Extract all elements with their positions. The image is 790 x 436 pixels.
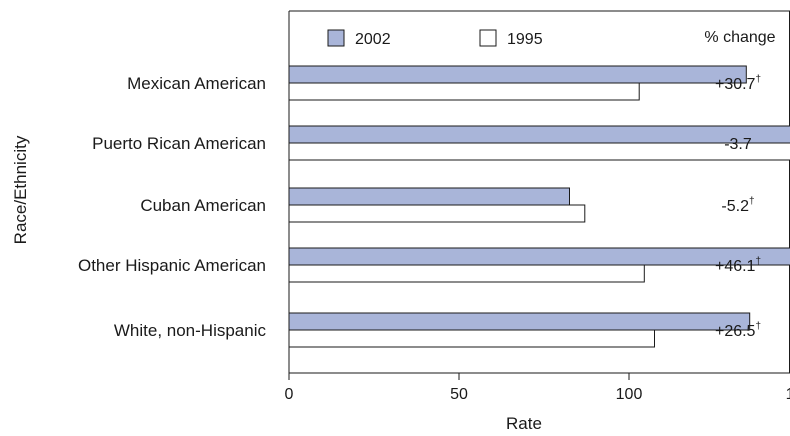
percent-change-value: -5.2† — [721, 196, 754, 215]
category-label: Puerto Rican American — [92, 134, 266, 153]
legend: 2002 1995 — [327, 29, 543, 48]
y-axis-title: Race/Ethnicity — [11, 135, 30, 244]
x-tick-label: 150 — [786, 386, 790, 403]
significance-marker: † — [755, 256, 761, 267]
percent-change-value: +30.7† — [715, 74, 761, 93]
percent-change-value: +26.5† — [715, 321, 761, 340]
legend-label-1995: 1995 — [507, 31, 543, 48]
percent-change-value: +46.1† — [715, 256, 761, 275]
bar-1995-other-hispanic-american — [288, 264, 645, 283]
bar-1995-cuban-american — [288, 204, 586, 223]
significance-marker: † — [749, 196, 755, 207]
percent-change-value: -3.7 — [724, 136, 752, 153]
legend-swatch-2002 — [327, 29, 345, 47]
bars-group — [288, 65, 790, 348]
percent-change-header: % change — [704, 29, 775, 46]
bar-2002-mexican-american — [288, 65, 747, 84]
bar-1995-mexican-american — [288, 82, 640, 101]
significance-marker: † — [755, 74, 761, 85]
bar-1995-white-non-hispanic — [288, 329, 655, 348]
x-tick-label: 50 — [450, 386, 468, 403]
category-label: Other Hispanic American — [78, 256, 266, 275]
category-label: White, non-Hispanic — [114, 321, 267, 340]
x-tick-label: 0 — [285, 386, 294, 403]
category-label: Cuban American — [140, 196, 266, 215]
percent-change-column: % change +30.7† -3.7 -5.2† +46.1† +26.5† — [704, 29, 775, 340]
x-axis-title: Rate — [506, 414, 542, 433]
legend-swatch-1995 — [479, 29, 497, 47]
bar-2002-puerto-rican-american — [288, 125, 790, 144]
bar-2002-white-non-hispanic — [288, 312, 751, 331]
bar-2002-cuban-american — [288, 187, 570, 206]
legend-label-2002: 2002 — [355, 31, 391, 48]
x-tick-label: 100 — [616, 386, 643, 403]
significance-marker: † — [755, 321, 761, 332]
x-axis-ticks: 0 50 100 150 — [285, 373, 790, 403]
category-labels: Mexican American Puerto Rican American Cub… — [78, 74, 267, 340]
bar-1995-puerto-rican-american — [288, 142, 790, 161]
category-label: Mexican American — [127, 74, 266, 93]
